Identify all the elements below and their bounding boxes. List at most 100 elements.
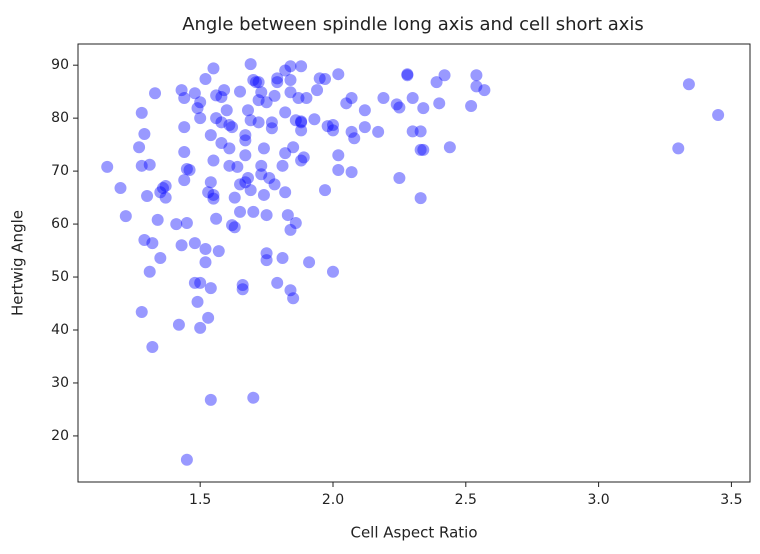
y-tick-label: 80 — [51, 110, 69, 126]
data-point — [300, 92, 313, 105]
data-point — [239, 149, 252, 162]
data-point — [154, 251, 167, 264]
data-point — [443, 141, 456, 154]
plot-frame — [77, 43, 751, 483]
data-point — [244, 58, 257, 71]
data-point — [478, 84, 491, 97]
data-point — [175, 84, 188, 97]
data-point — [260, 247, 273, 260]
data-point — [332, 164, 345, 177]
data-point — [406, 125, 419, 138]
data-point — [226, 219, 239, 232]
data-point — [228, 191, 241, 204]
data-point — [260, 96, 273, 109]
data-point — [202, 311, 215, 324]
data-point — [247, 74, 260, 87]
data-point — [234, 85, 247, 98]
data-point — [180, 162, 193, 175]
data-point — [218, 84, 231, 97]
data-point — [390, 98, 403, 111]
data-point — [255, 168, 268, 181]
x-tick-label: 3.5 — [720, 492, 742, 508]
data-point — [358, 104, 371, 117]
data-point — [358, 121, 371, 134]
data-point — [417, 102, 430, 115]
data-point — [252, 116, 265, 129]
data-point — [210, 112, 223, 125]
data-point — [138, 233, 151, 246]
data-point — [712, 108, 725, 121]
data-point — [180, 453, 193, 466]
data-point — [188, 237, 201, 250]
data-point — [194, 276, 207, 289]
data-point — [303, 256, 316, 269]
data-point — [255, 159, 268, 172]
data-point — [247, 205, 260, 218]
data-point — [319, 184, 332, 197]
data-point — [265, 122, 278, 135]
data-point — [332, 149, 345, 162]
data-point — [178, 121, 191, 134]
y-tick-label: 50 — [51, 269, 69, 285]
data-point — [135, 106, 148, 119]
data-point — [268, 89, 281, 102]
data-point — [321, 120, 334, 133]
data-point — [207, 188, 220, 201]
data-point — [255, 86, 268, 99]
data-point — [281, 209, 294, 222]
data-point — [212, 245, 225, 258]
data-point — [284, 86, 297, 99]
data-point — [215, 116, 228, 129]
data-point — [247, 391, 260, 404]
data-point — [199, 242, 212, 255]
data-point — [180, 217, 193, 230]
data-point — [119, 210, 132, 223]
data-point — [172, 318, 185, 331]
y-tick-label: 70 — [51, 163, 69, 179]
data-point — [295, 124, 308, 137]
data-point — [289, 217, 302, 230]
data-point — [239, 129, 252, 142]
data-point — [191, 102, 204, 115]
x-tick-label: 2.5 — [455, 492, 477, 508]
data-point — [138, 128, 151, 141]
data-point — [271, 76, 284, 89]
data-point — [204, 282, 217, 295]
data-point — [135, 305, 148, 318]
data-point — [141, 190, 154, 203]
data-point — [295, 116, 308, 129]
data-point — [465, 99, 478, 112]
data-point — [297, 151, 310, 164]
data-point — [202, 186, 215, 199]
data-point — [345, 166, 358, 179]
data-point — [244, 114, 257, 127]
data-point — [244, 184, 257, 197]
data-point — [183, 164, 196, 177]
data-point — [406, 92, 419, 105]
data-point — [215, 137, 228, 150]
data-point — [295, 60, 308, 73]
data-point — [154, 186, 167, 199]
data-point — [345, 92, 358, 105]
x-tick-label: 2.0 — [322, 492, 344, 508]
data-point — [279, 106, 292, 119]
data-point — [149, 87, 162, 100]
x-tick-label: 1.5 — [189, 492, 211, 508]
data-point — [340, 97, 353, 110]
data-point — [287, 292, 300, 305]
data-point — [257, 142, 270, 155]
y-axis-label: Hertwig Angle — [9, 210, 27, 316]
data-point — [231, 160, 244, 173]
data-point — [268, 178, 281, 191]
data-point — [194, 96, 207, 109]
data-point — [241, 171, 254, 184]
data-point — [414, 125, 427, 138]
data-point — [194, 112, 207, 125]
data-point — [199, 256, 212, 269]
data-point — [226, 121, 239, 134]
data-point — [210, 212, 223, 225]
data-point — [417, 143, 430, 156]
data-point — [287, 141, 300, 154]
data-point — [194, 321, 207, 334]
